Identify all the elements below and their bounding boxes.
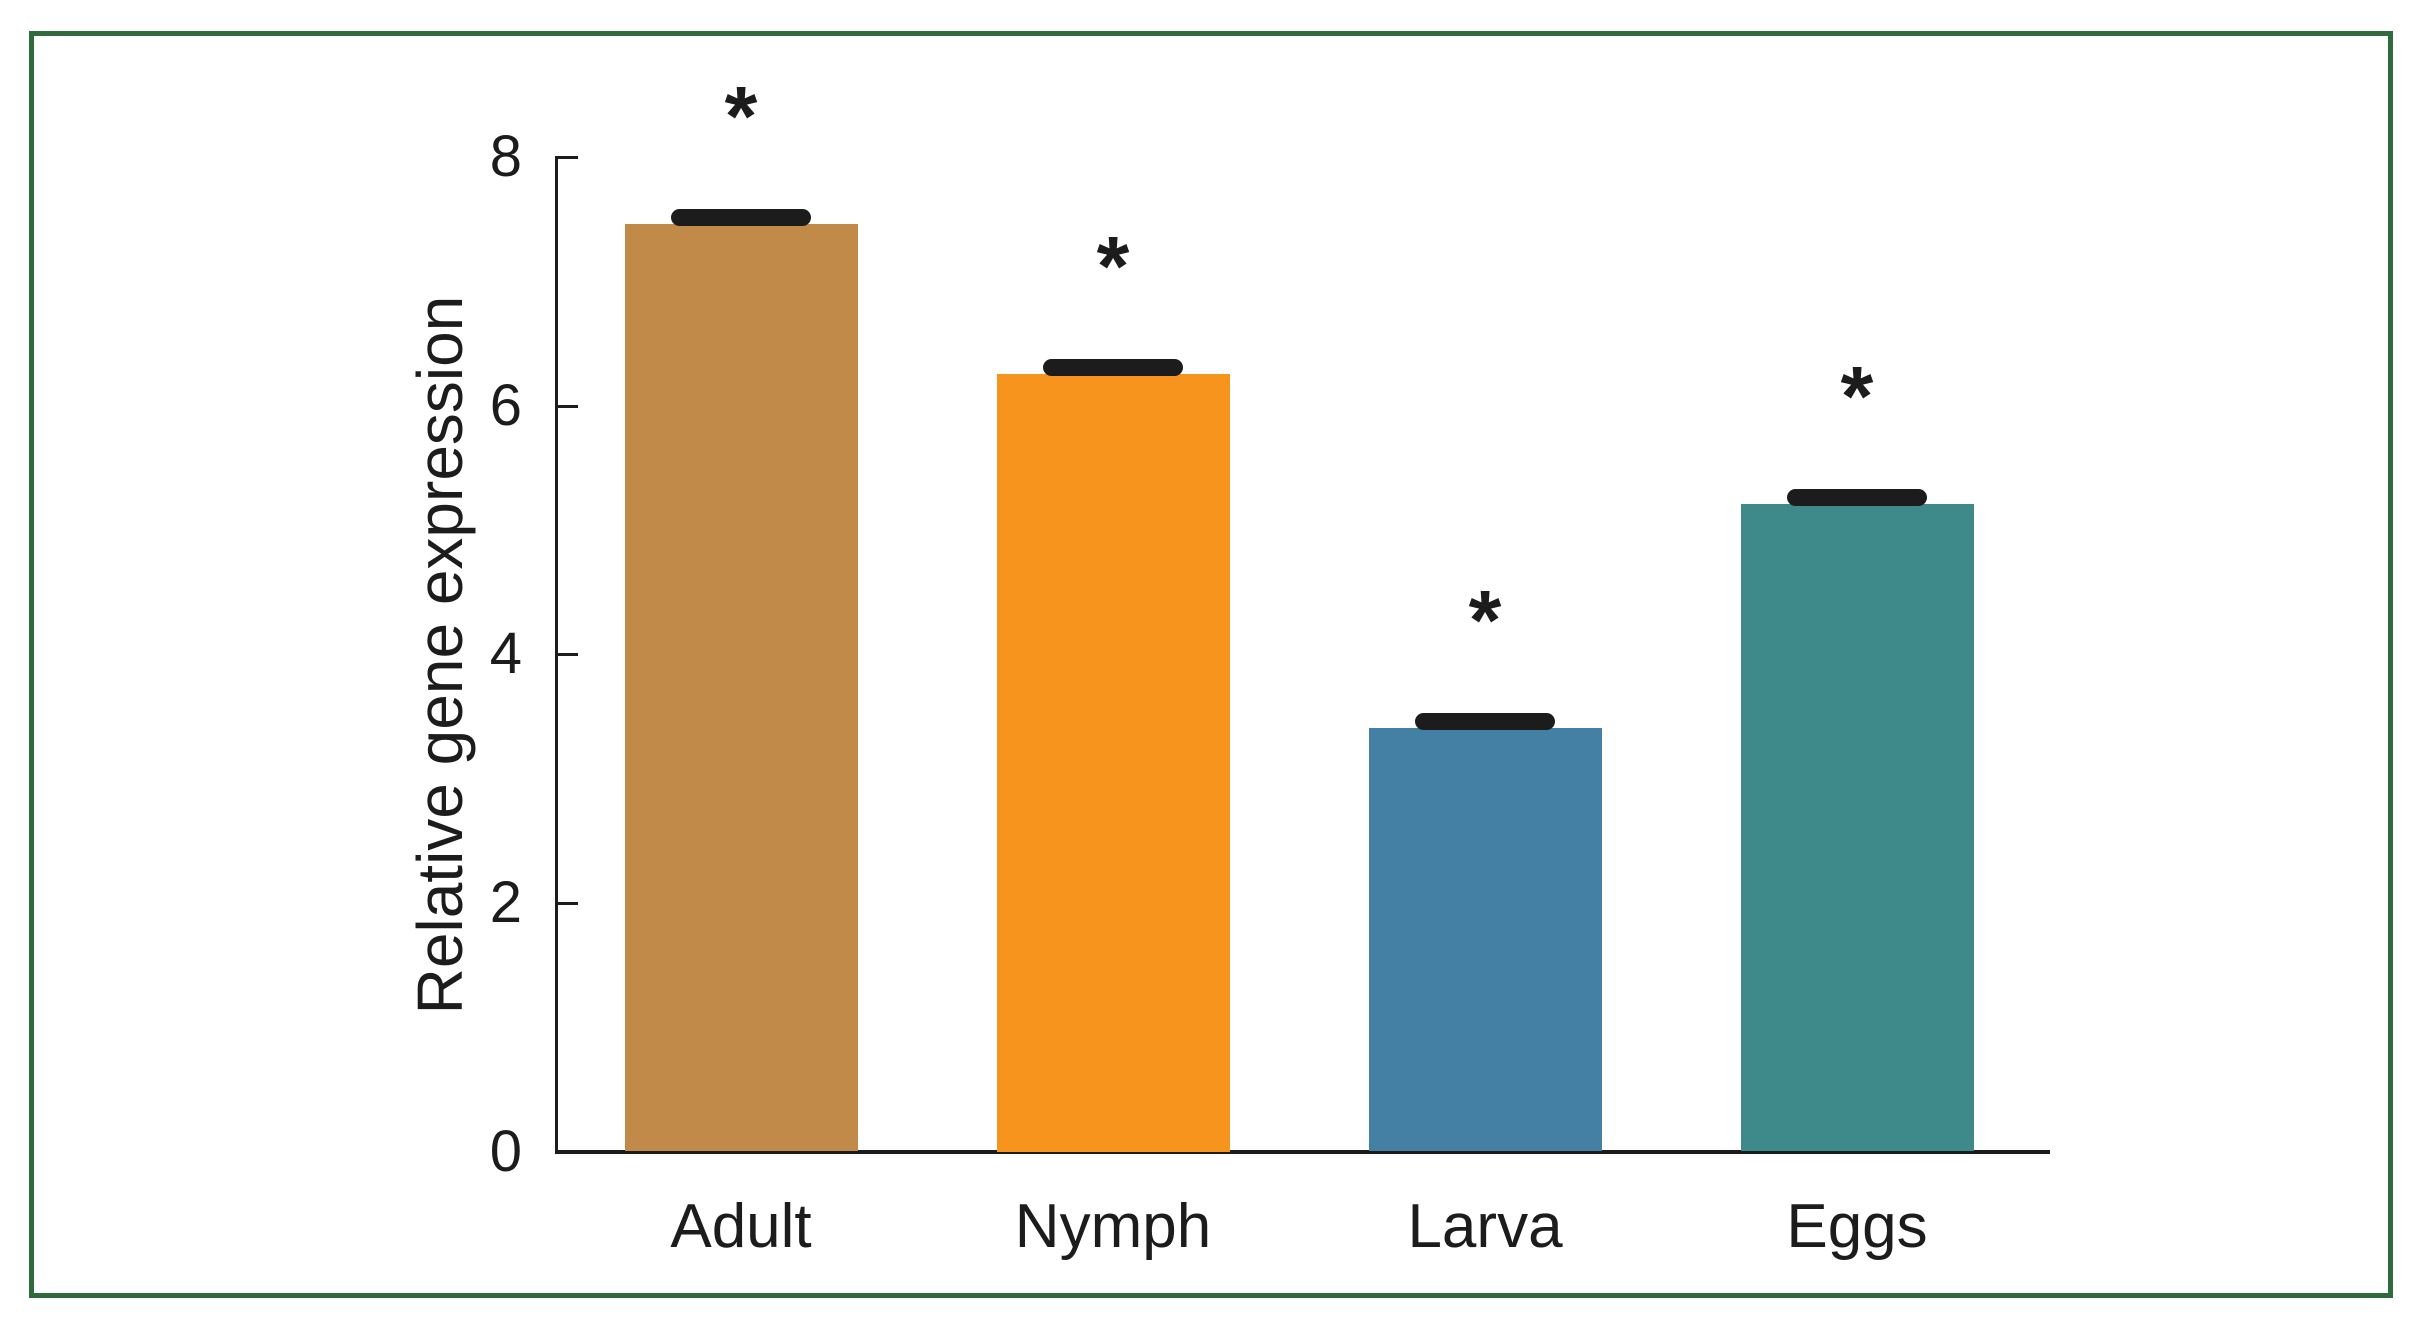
error-bar-adult (671, 209, 811, 226)
x-category-label-nymph: Nymph (1014, 1192, 1212, 1261)
significance-asterisk-adult: * (724, 69, 758, 163)
bar-adult (625, 224, 858, 1151)
x-category-label-larva: Larva (1407, 1192, 1563, 1261)
y-tick-label: 0 (489, 1119, 522, 1184)
bar-larva (1369, 728, 1602, 1151)
error-bar-larva (1415, 713, 1555, 730)
bar-nymph (997, 374, 1230, 1152)
y-tick-mark (555, 902, 578, 905)
figure-border (29, 31, 2393, 1298)
x-category-label-eggs: Eggs (1786, 1192, 1928, 1261)
y-tick-mark (555, 405, 578, 408)
significance-asterisk-nymph: * (1096, 219, 1130, 313)
y-tick-mark (555, 156, 578, 159)
y-tick-label: 4 (489, 621, 522, 686)
error-bar-eggs (1787, 489, 1927, 506)
significance-asterisk-eggs: * (1840, 349, 1874, 443)
x-axis-line (555, 1150, 2050, 1154)
y-tick-label: 2 (489, 870, 522, 935)
bar-eggs (1741, 504, 1974, 1151)
x-category-label-adult: Adult (670, 1192, 812, 1261)
y-tick-label: 8 (489, 124, 522, 189)
y-tick-mark (555, 653, 578, 656)
significance-asterisk-larva: * (1468, 573, 1502, 667)
y-tick-label: 6 (489, 373, 522, 438)
error-bar-nymph (1043, 359, 1183, 376)
